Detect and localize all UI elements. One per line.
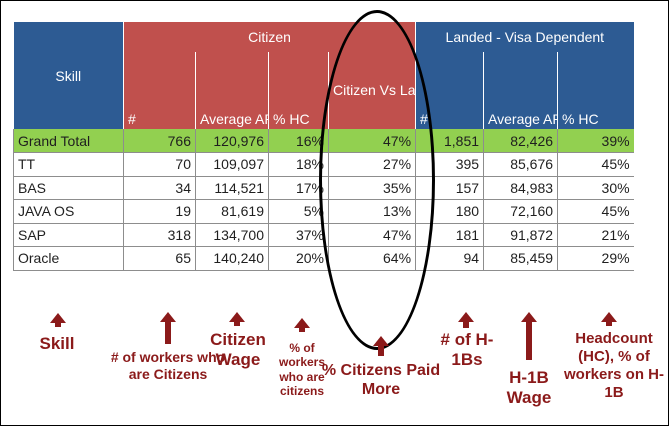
up-arrow-icon [229,312,245,326]
up-arrow-icon [601,312,617,326]
skill-header: Skill [13,22,124,129]
vs-cell: 35% [327,176,416,200]
table-row: Grand Total 766 120,976 16% 47% 1,851 82… [13,129,634,153]
citizen-hc-cell: 20% [268,246,329,271]
citizen-hc-cell: 37% [268,223,329,247]
citizen-arc-cell: 109,097 [195,152,269,177]
table-row: BAS 34 114,521 17% 35% 157 84,983 30% [13,176,634,200]
landed-count-cell: 1,851 [415,129,484,153]
vs-cell: 47% [327,223,416,247]
citizen-count-cell: 766 [123,129,196,153]
up-arrow-icon [160,312,176,344]
citizen-count-cell: 70 [123,152,196,177]
annotation-pct-paid-more: % Citizens Paid More [321,362,441,399]
up-arrow-icon [50,313,66,327]
landed-arc-cell: 91,872 [483,223,558,247]
landed-hc-cell: 29% [557,246,634,271]
up-arrow-icon [521,312,537,360]
citizen-count-cell: 34 [123,176,196,200]
skill-cell: Oracle [13,246,124,271]
landed-hc-cell: 45% [557,152,634,177]
up-arrow-icon [373,336,389,356]
landed-count-cell: 157 [415,176,484,200]
landed-avg-arc-header: Average ARC [483,52,558,129]
citizen-count-header: # [123,52,196,129]
annotation-citizen-wage: Citizen Wage [210,330,266,370]
vs-cell: 13% [327,199,416,224]
up-arrow-icon [458,312,474,328]
citizen-count-cell: 19 [123,199,196,224]
citizen-hc-cell: 17% [268,176,329,200]
skill-cell: TT [13,152,124,177]
landed-hc-cell: 21% [557,223,634,247]
landed-count-cell: 94 [415,246,484,271]
table-row: TT 70 109,097 18% 27% 395 85,676 45% [13,152,634,177]
landed-hc-cell: 39% [557,129,634,153]
skill-cell: SAP [13,223,124,247]
citizen-vs-landed-header: Citizen Vs Landed ARC [327,52,416,129]
citizen-avg-arc-header: Average ARC [195,52,269,129]
citizen-hc-cell: 16% [268,129,329,153]
citizen-count-cell: 65 [123,246,196,271]
citizen-hc-cell: 18% [268,152,329,177]
vs-cell: 64% [327,246,416,271]
landed-arc-cell: 84,983 [483,176,558,200]
vs-cell: 47% [327,129,416,153]
skills-wage-table: Skill Citizen Landed - Visa Dependent # … [13,22,634,271]
vs-cell: 27% [327,152,416,177]
landed-hc-cell: 45% [557,199,634,224]
annotation-pct-citizens: % of workers who are citizens [278,341,326,399]
skill-cell: BAS [13,176,124,200]
landed-count-cell: 181 [415,223,484,247]
citizen-arc-cell: 140,240 [195,246,269,271]
citizen-group-header: Citizen [122,22,416,52]
landed-arc-cell: 85,676 [483,152,558,177]
annotation-headcount: Headcount (HC), % of workers on H-1B [563,330,665,401]
landed-count-header: # [415,52,484,129]
landed-hc-cell: 30% [557,176,634,200]
table-row: Oracle 65 140,240 20% 64% 94 85,459 29% [13,246,634,271]
annotation-citizen-count: # of workers who are Citizens [110,349,226,382]
citizen-count-cell: 318 [123,223,196,247]
landed-arc-cell: 72,160 [483,199,558,224]
skill-cell: Grand Total [13,129,124,153]
citizen-arc-cell: 120,976 [195,129,269,153]
table-row: JAVA OS 19 81,619 5% 13% 180 72,160 45% [13,199,634,224]
up-arrow-icon [294,318,310,332]
citizen-hc-header: % HC [268,52,329,129]
landed-count-cell: 395 [415,152,484,177]
annotation-h1b-wage: H-1B Wage [506,368,552,408]
table-row: SAP 318 134,700 37% 47% 181 91,872 21% [13,223,634,247]
landed-arc-cell: 82,426 [483,129,558,153]
landed-count-cell: 180 [415,199,484,224]
citizen-arc-cell: 114,521 [195,176,269,200]
landed-arc-cell: 85,459 [483,246,558,271]
landed-group-header: Landed - Visa Dependent [415,22,634,52]
landed-hc-header: % HC [557,52,634,129]
citizen-arc-cell: 134,700 [195,223,269,247]
citizen-arc-cell: 81,619 [195,199,269,224]
skill-cell: JAVA OS [13,199,124,224]
annotation-skill: Skill [39,334,75,353]
citizen-hc-cell: 5% [268,199,329,224]
annotation-h1b-count: # of H-1Bs [440,330,494,370]
